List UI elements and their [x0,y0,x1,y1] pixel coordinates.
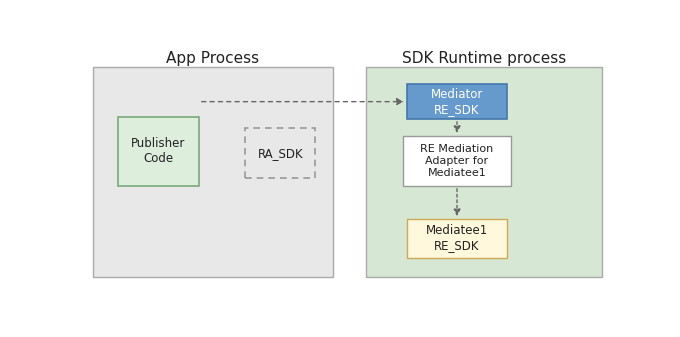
Text: Mediatee1
RE_SDK: Mediatee1 RE_SDK [426,224,488,252]
Text: App Process: App Process [167,51,260,66]
Text: SDK Runtime process: SDK Runtime process [402,51,566,66]
Bar [245,128,315,178]
Text: Mediator
RE_SDK: Mediator RE_SDK [431,88,483,116]
Bar [118,117,199,186]
Text: RE Mediation
Adapter for
Mediatee1: RE Mediation Adapter for Mediatee1 [420,144,494,178]
Text: Publisher
Code: Publisher Code [131,137,186,165]
Bar [407,219,507,257]
Bar [366,67,602,277]
Bar [92,67,333,277]
Text: RA_SDK: RA_SDK [258,147,303,160]
Bar [407,84,507,119]
Bar [403,136,511,186]
